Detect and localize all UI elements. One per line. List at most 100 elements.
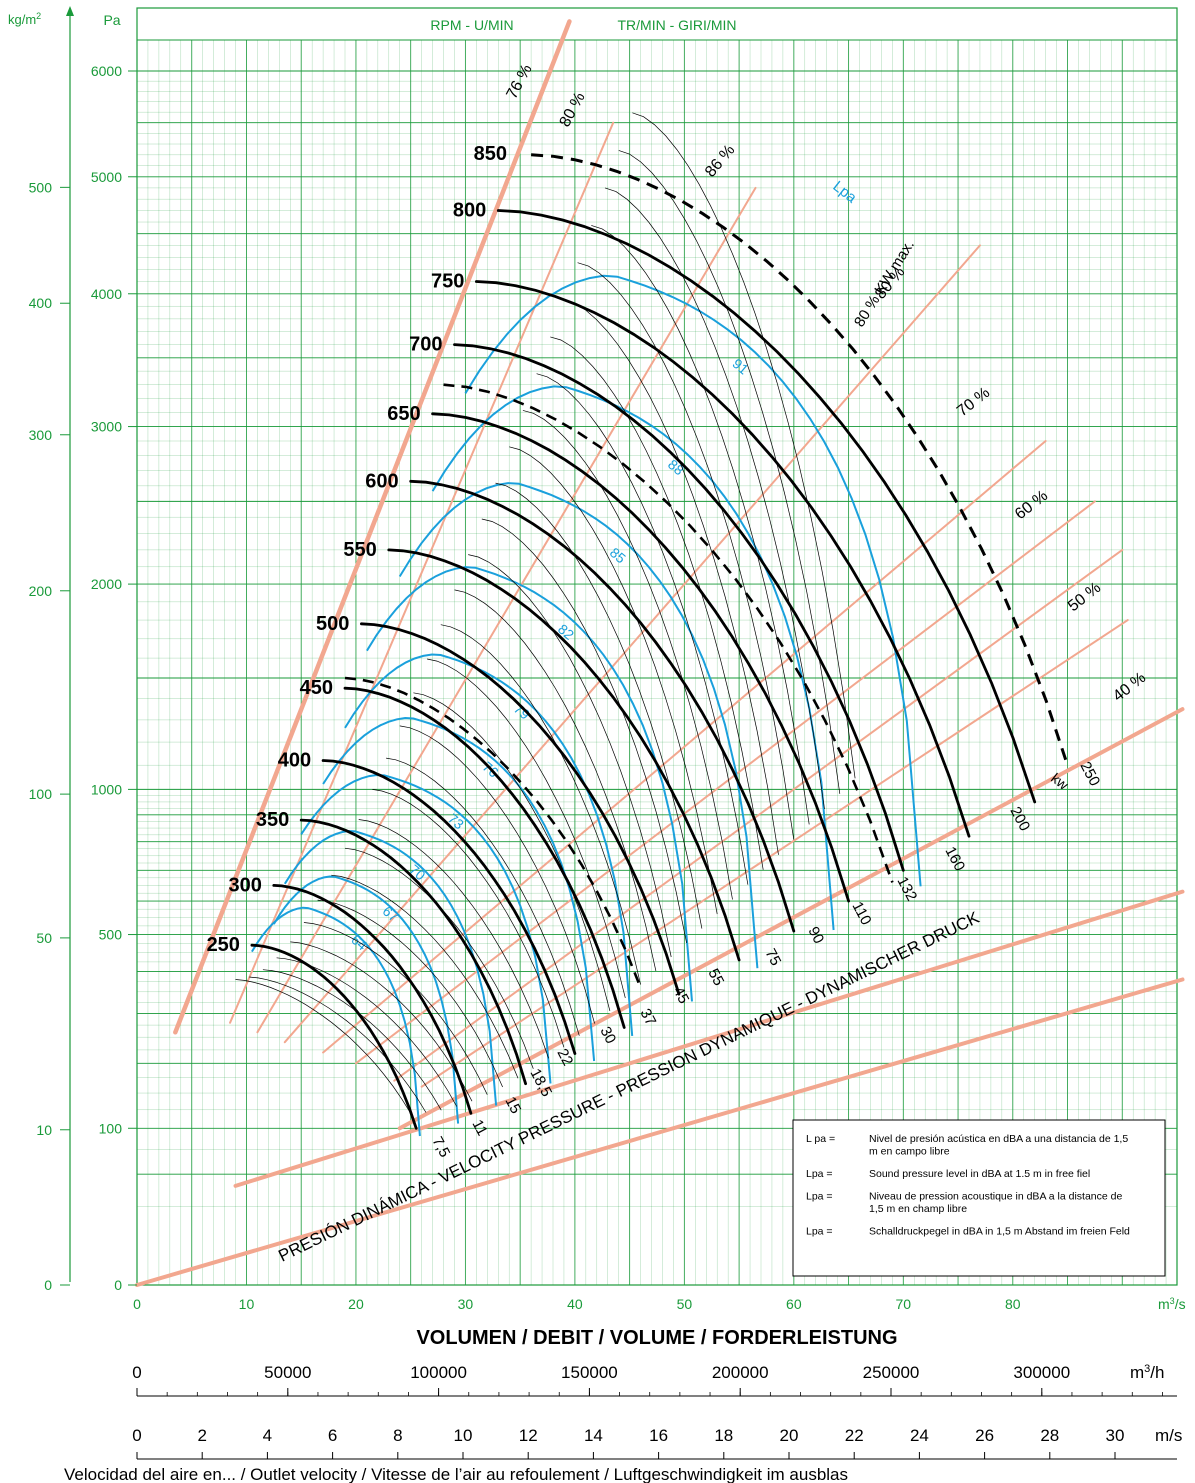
kgm2-tick-label: 400 [29, 295, 53, 311]
kw-label: 45 [669, 984, 692, 1007]
system-curve [303, 922, 488, 1095]
plot-area: RPM - U/MIN TR/MIN - GIRI/MIN [136, 7, 1178, 1286]
efficiency-line [420, 619, 1129, 1088]
x-tick-label: 40 [567, 1296, 583, 1312]
rpm-label: 350 [256, 809, 289, 831]
system-curve [440, 624, 641, 985]
pa-tick-label: 1000 [91, 781, 122, 797]
efficiency-line [322, 440, 1047, 1054]
kgm2-tick-label: 200 [29, 583, 53, 599]
kw-label: 37 [636, 1006, 659, 1029]
ms-tick-label: 24 [910, 1426, 929, 1445]
system-curve [468, 554, 672, 958]
rpm-label: 700 [409, 334, 442, 356]
m3h-tick-label: 100000 [410, 1363, 467, 1382]
ms-tick-label: 4 [263, 1426, 272, 1445]
rpm-curve [387, 548, 741, 962]
rpm-curve [431, 412, 850, 903]
x-tick-label: 60 [786, 1296, 802, 1312]
system-curves [235, 112, 856, 1114]
efficiency-line [256, 186, 757, 1034]
kgm2-tick-label: 100 [29, 786, 53, 802]
rpm-curve [453, 343, 905, 872]
legend-text: Sound pressure level in dBA at 1.5 m in … [869, 1168, 1090, 1180]
kgm2-tick-label: 0 [44, 1277, 52, 1293]
pa-tick-label: 2000 [91, 576, 122, 592]
system-curve [550, 336, 764, 870]
kw-label: 75 [761, 946, 784, 969]
system-curve [522, 410, 733, 900]
legend: L pa = Nivel de presión acústica en dBA a… [792, 1119, 1166, 1277]
x-axis-title: VOLUMEN / DEBIT / VOLUME / FORDERLEISTUN… [416, 1327, 897, 1349]
lpa-curve [251, 906, 421, 1137]
m3h-tick-label: 50000 [264, 1363, 311, 1382]
system-curve [235, 979, 411, 1114]
rpm-curve [343, 686, 626, 1029]
x-tick-label: 10 [239, 1296, 255, 1312]
m3h-tick-label: 150000 [561, 1363, 618, 1382]
kw-label: 22 [553, 1046, 576, 1069]
legend-text: 1,5 m en champ libre [869, 1203, 967, 1215]
kw-limit-curves [344, 153, 1069, 989]
pa-tick-label: 0 [114, 1277, 122, 1293]
rpm-label: 450 [300, 677, 333, 699]
rpm-label: 800 [453, 200, 486, 222]
system-curve [591, 225, 810, 825]
system-curve [481, 518, 687, 943]
rpm-curve [409, 479, 796, 933]
x-tick-label: 50 [677, 1296, 693, 1312]
rpm-label: 600 [365, 470, 398, 492]
system-curve [536, 373, 749, 885]
kgm2-axis-unit: kg/m2 [8, 11, 41, 27]
header-rpm-label-fr-it: TR/MIN - GIRI/MIN [618, 17, 737, 33]
x-axis-unit: m3/s [1158, 1296, 1186, 1312]
header-rpm-label: RPM - U/MIN [430, 17, 513, 33]
legend-key: Lpa = [806, 1168, 833, 1180]
efficiency-line [283, 244, 981, 1044]
system-curve [358, 819, 549, 1059]
rpm-label: 550 [343, 539, 376, 561]
ms-tick-label: 26 [975, 1426, 994, 1445]
ms-tick-label: 22 [845, 1426, 864, 1445]
m3h-tick-label: 200000 [712, 1363, 769, 1382]
ms-tick-label: 30 [1106, 1426, 1125, 1445]
kw-label: 90 [804, 924, 827, 947]
kw-label: 55 [704, 966, 727, 989]
x-tick-label: 30 [458, 1296, 474, 1312]
rpm-label: 650 [387, 403, 420, 425]
lpa-curve [272, 875, 460, 1124]
rpm-label: 400 [278, 749, 311, 771]
kgm2-tick-label: 50 [36, 930, 52, 946]
rpm-curve [360, 622, 681, 996]
lpa-curve [366, 566, 693, 1002]
system-curve [331, 874, 519, 1079]
m3h-tick-label: 300000 [1013, 1363, 1070, 1382]
efficiency-line [229, 121, 615, 1024]
lpa-curve [464, 274, 922, 887]
rpm-label: 850 [474, 143, 507, 165]
rpm-label: 500 [316, 613, 349, 635]
rpm-curve [250, 943, 418, 1130]
rpm-label: 250 [207, 934, 240, 956]
m3h-unit: m3/h [1130, 1363, 1164, 1382]
flow-m3h-axis: m3/h 0 50000 100000 150000 200000 250000 30000… [132, 1363, 1177, 1397]
pa-tick-label: 100 [99, 1120, 123, 1136]
x-tick-label: 0 [133, 1296, 141, 1312]
ms-tick-label: 6 [328, 1426, 337, 1445]
rpm-curves [250, 209, 1037, 1130]
efficiency-line [233, 889, 1185, 1188]
system-curve [262, 969, 442, 1111]
ms-tick-label: 0 [132, 1426, 141, 1445]
rpm-curve [272, 884, 473, 1115]
m3h-tick-label: 250000 [863, 1363, 920, 1382]
ms-tick-label: 2 [197, 1426, 206, 1445]
system-curve [632, 112, 856, 779]
system-curve [290, 941, 473, 1102]
rpm-label: 750 [431, 270, 464, 292]
lpa-curve [283, 829, 498, 1106]
lpa-curve [322, 716, 596, 1062]
efficiency-line [135, 977, 1185, 1287]
x-tick-label: 20 [348, 1296, 364, 1312]
velocity-caption: Velocidad del aire en... / Outlet veloci… [64, 1465, 848, 1483]
ms-tick-label: 10 [454, 1426, 473, 1445]
